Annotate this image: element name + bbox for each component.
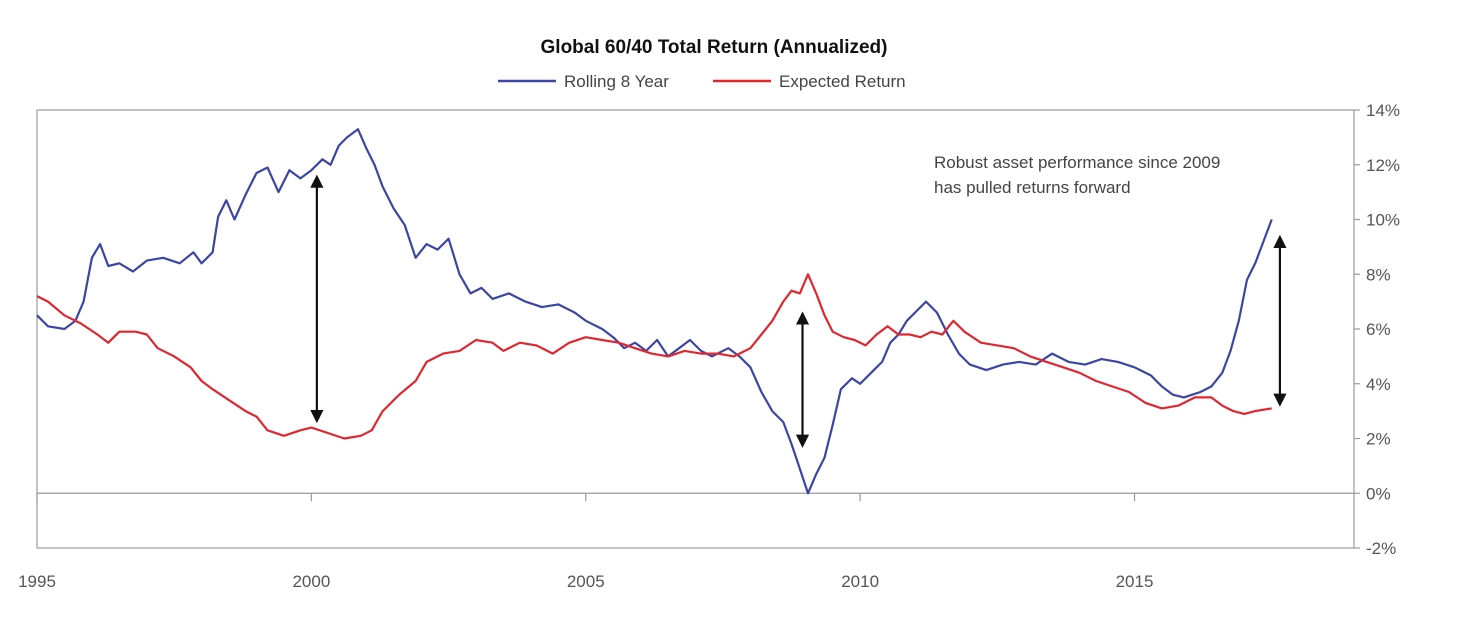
- x-tick-label: 2005: [567, 572, 605, 591]
- series-line-expected-return: [36, 273, 1272, 440]
- plot-area: [36, 109, 1355, 549]
- y-tick-label: 14%: [1366, 101, 1400, 120]
- x-tick-label: 1995: [18, 572, 56, 591]
- legend-label: Expected Return: [779, 72, 906, 91]
- y-tick-label: 6%: [1366, 320, 1391, 339]
- y-axis: -2% 0% 2% 4% 6% 8% 10% 12% 14%: [1354, 101, 1400, 558]
- series-layer: [36, 128, 1273, 495]
- x-axis: 1995 2000 2005 2010 2015: [18, 493, 1153, 591]
- y-tick-label: 12%: [1366, 156, 1400, 175]
- legend: Rolling 8 Year Expected Return: [498, 72, 906, 91]
- chart-title: Global 60/40 Total Return (Annualized): [541, 37, 888, 58]
- legend-label: Rolling 8 Year: [564, 72, 669, 91]
- y-tick-label: 0%: [1366, 484, 1391, 503]
- series-line-rolling-8-year: [36, 128, 1273, 495]
- annotation-layer: Robust asset performance since 2009 has p…: [310, 153, 1287, 448]
- y-tick-label: 2%: [1366, 430, 1391, 449]
- annotation-text: Robust asset performance since 2009 has p…: [934, 153, 1220, 197]
- y-tick-label: -2%: [1366, 539, 1396, 558]
- x-tick-label: 2015: [1116, 572, 1154, 591]
- x-tick-label: 2010: [841, 572, 879, 591]
- y-tick-label: 4%: [1366, 375, 1391, 394]
- y-tick-label: 8%: [1366, 265, 1391, 284]
- x-tick-label: 2000: [292, 572, 330, 591]
- y-tick-label: 10%: [1366, 211, 1400, 230]
